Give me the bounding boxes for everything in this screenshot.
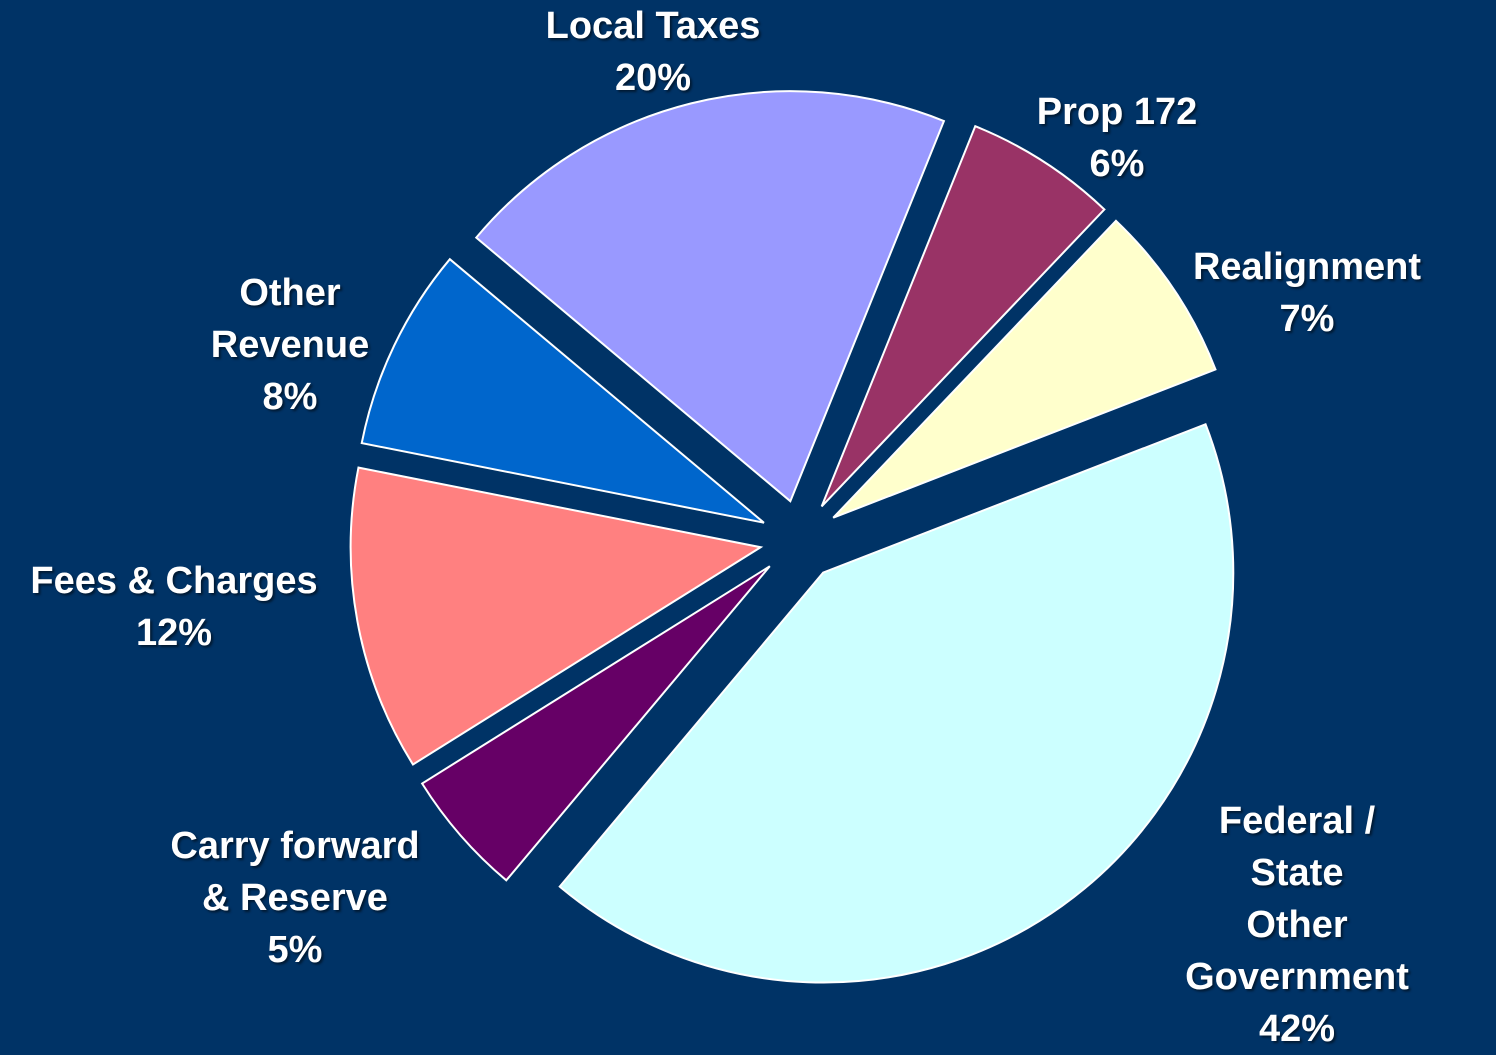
pie-slice bbox=[820, 124, 1106, 508]
slice-label: Realignment 7% bbox=[1193, 241, 1421, 345]
chart: Local Taxes 20% Prop 172 6% Realignment 7% Fed… bbox=[30, 0, 1421, 1050]
slice-label: Prop 172 6% bbox=[1037, 86, 1198, 190]
value-label: 20% bbox=[614, 57, 692, 99]
pie-slice bbox=[349, 466, 764, 766]
value-label: 8% bbox=[262, 376, 318, 418]
pie-slice bbox=[420, 565, 771, 882]
value-label: 5% bbox=[267, 929, 323, 971]
slice-label: Fees & Charges 12% bbox=[30, 555, 317, 659]
category-label: Realignment bbox=[1192, 246, 1422, 288]
category-label: Other Revenue bbox=[210, 272, 370, 366]
category-label: Federal / State Other Government bbox=[1185, 800, 1409, 998]
slice-label: Federal / State Other Government 42% bbox=[1185, 795, 1409, 1055]
value-label: 7% bbox=[1279, 298, 1335, 340]
value-label: 42% bbox=[1258, 1008, 1336, 1050]
category-label: Carry forward & Reserve bbox=[170, 825, 420, 919]
pie-slice bbox=[832, 219, 1217, 519]
slice-label: Other Revenue 8% bbox=[211, 267, 369, 423]
pie bbox=[349, 90, 1235, 984]
pie-slice bbox=[558, 422, 1235, 984]
category-label: Local Taxes bbox=[545, 5, 761, 47]
value-label: 6% bbox=[1089, 143, 1145, 185]
category-label: Prop 172 bbox=[1036, 91, 1198, 133]
pie-slice bbox=[474, 90, 946, 503]
category-label: Fees & Charges bbox=[30, 560, 318, 602]
pie-slice bbox=[360, 257, 765, 524]
value-label: 12% bbox=[135, 612, 213, 654]
slice-label: Carry forward & Reserve 5% bbox=[170, 820, 419, 976]
slice-label: Local Taxes 20% bbox=[546, 0, 761, 104]
